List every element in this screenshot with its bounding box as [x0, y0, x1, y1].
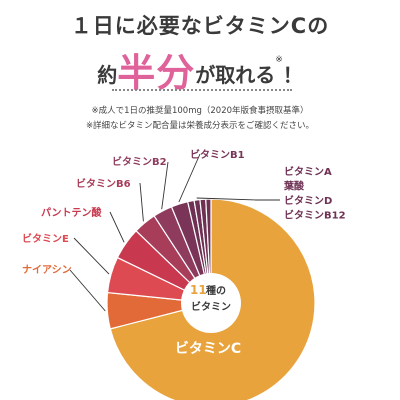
slice-label: ビタミンE: [22, 232, 69, 245]
slice-label: ビタミンB2: [112, 155, 167, 168]
headline-footnote-mark: ※: [275, 55, 283, 65]
center-count-number: 11: [190, 283, 207, 297]
leader-line: [69, 269, 106, 312]
leader-line: [109, 211, 125, 243]
slice-label-grouped: ビタミンA: [284, 165, 332, 178]
leader-line: [139, 182, 144, 222]
headline-prefix: 約: [97, 63, 118, 87]
center-count-unit: 種の: [206, 284, 226, 297]
slice-label: ビタミンB1: [190, 148, 245, 161]
slice-label-grouped: ビタミンD: [284, 194, 332, 207]
headline-exclamation: ！: [282, 63, 303, 87]
leader-line: [196, 197, 257, 201]
center-label-vitamin: ビタミン: [191, 300, 231, 313]
leader-line: [178, 153, 201, 203]
footnote-2: ※詳細なビタミン配合量は栄養成分表示をご確認ください。: [85, 121, 315, 131]
slice-label-grouped: 葉酸: [283, 180, 305, 193]
page-title: １日に必要なビタミンCの: [70, 14, 330, 38]
footnote-1: ※成人で1日の推奨量100mg（2020年版食事摂取基準）: [91, 106, 309, 116]
pie-center: [181, 273, 241, 333]
slice-label-vitamin-c: ビタミンC: [175, 341, 241, 357]
leader-line: [161, 161, 169, 210]
slice-label: ナイアシン: [22, 264, 72, 276]
slice-label: ビタミンB6: [76, 177, 131, 190]
headline-suffix: が取れる: [195, 63, 276, 87]
headline-underline: [112, 89, 292, 91]
headline-emphasis: 半分: [117, 51, 196, 95]
headline: 約半分が取れる※！: [0, 42, 400, 97]
leader-line: [73, 237, 110, 275]
slice-label: パントテン酸: [41, 206, 102, 219]
slice-label-grouped: ビタミンB12: [284, 209, 346, 222]
footnotes: ※成人で1日の推奨量100mg（2020年版食事摂取基準） ※詳細なビタミン配合…: [0, 104, 400, 134]
